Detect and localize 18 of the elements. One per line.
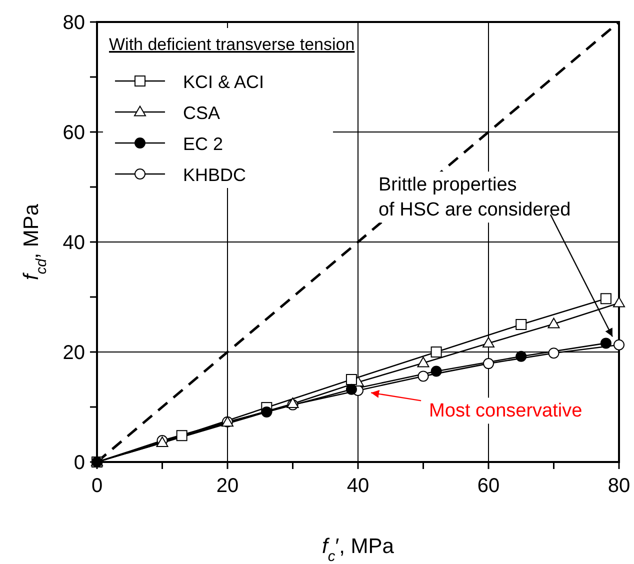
x-tick-label: 40 <box>346 475 370 497</box>
legend-label: KCI & ACI <box>183 72 264 92</box>
legend-title: With deficient transverse tension <box>109 35 355 54</box>
x-tick-label: 0 <box>91 475 103 497</box>
legend-label: KHBDC <box>183 165 246 185</box>
x-axis-title: f$_{c}$′, MPa <box>322 535 394 564</box>
x-tick-label: 20 <box>216 475 239 497</box>
legend-label: EC 2 <box>183 134 224 154</box>
y-tick-label: 40 <box>62 232 85 254</box>
annotation: Brittle properties of HSC are considered <box>378 174 571 221</box>
y-tick-label: 60 <box>62 122 85 144</box>
y-tick-label: 0 <box>74 452 85 474</box>
y-tick-label: 80 <box>62 12 85 34</box>
annotation: Most conservative <box>429 400 582 422</box>
y-tick-label: 20 <box>62 342 85 364</box>
x-tick-label: 60 <box>477 475 500 497</box>
legend-label: CSA <box>183 103 220 123</box>
x-tick-label: 80 <box>608 475 630 497</box>
